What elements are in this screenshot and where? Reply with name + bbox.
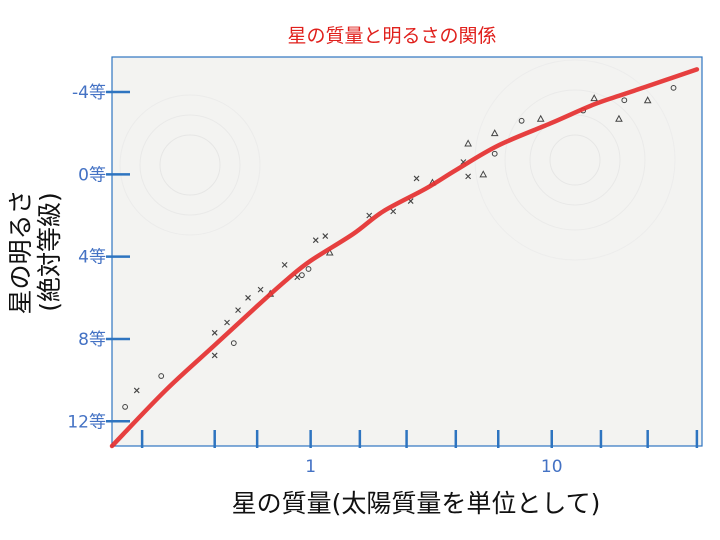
fit-curve [109,67,700,449]
data-point-x [133,387,140,394]
x-axis-label: 星の質量(太陽質量を単位として) [232,489,601,518]
data-point-x [312,237,319,244]
data-point-x [245,294,251,301]
data-point-circle [299,272,305,279]
y-tick-label: 8等 [78,330,106,350]
data-point-x [294,274,301,281]
chart-title: 星の質量と明るさの関係 [287,25,496,47]
data-point-triangle [479,170,488,178]
data-point-circle [491,150,498,157]
data-point-circle [158,373,165,379]
data-point-x [390,208,397,215]
data-point-circle [621,97,628,104]
data-point-circle [122,403,129,410]
data-point-x [257,286,264,293]
data-point-x [465,173,472,180]
y-tick-label: 12等 [67,412,106,432]
x-tick-label: 1 [305,457,316,477]
x-tick-label: 10 [541,457,563,477]
data-point-x [211,329,218,336]
y-axis-label-line-2: (絶対等級) [35,192,64,312]
data-point-x [235,307,241,314]
y-tick-label: 0等 [78,165,106,185]
data-point-x [366,212,373,219]
data-point-triangle [643,96,652,104]
plot-area [109,56,703,449]
data-point-circle [518,117,525,124]
y-tick-label: -4等 [72,83,106,103]
data-point-x [211,352,218,359]
data-point-triangle [490,129,499,137]
plot-background [111,56,703,447]
data-point-circle [670,84,677,91]
y-tick-label: 4等 [78,248,106,268]
y-axis-label-line-1: 星の明るさ [6,189,35,314]
data-point-x [281,261,288,268]
data-point-triangle [325,248,334,256]
data-point-triangle [464,139,472,147]
data-point-triangle [590,94,599,102]
data-point-x [224,319,230,326]
data-point-circle [305,266,312,272]
data-point-circle [230,340,237,346]
data-point-x [413,175,420,182]
data-point-triangle [615,114,623,122]
data-point-triangle [536,114,545,122]
data-point-x [322,233,329,239]
